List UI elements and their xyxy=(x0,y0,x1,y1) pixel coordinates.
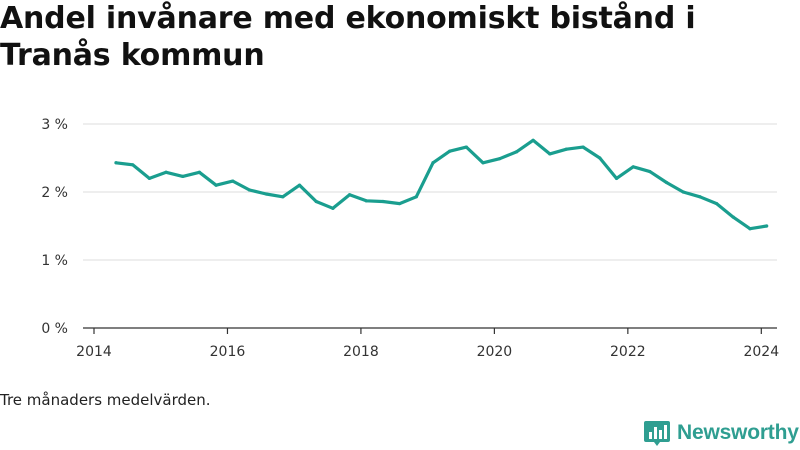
gridlines xyxy=(83,123,777,261)
data-point xyxy=(581,145,585,149)
data-point xyxy=(598,156,602,160)
data-point xyxy=(648,170,652,174)
x-tick-label: 2024 xyxy=(743,344,779,360)
chart-title: Andel invånare med ekonomiskt bistånd i … xyxy=(0,1,696,73)
data-point xyxy=(114,161,118,165)
data-point xyxy=(181,174,185,178)
data-point xyxy=(614,176,619,180)
data-point xyxy=(314,199,318,204)
series-layer xyxy=(114,138,769,231)
data-point xyxy=(131,163,135,167)
series-line xyxy=(114,138,769,231)
data-point xyxy=(531,138,535,142)
y-tick-label: 0 % xyxy=(41,321,68,337)
y-axis: 0 % 1 % 2 % 3 % xyxy=(41,117,68,337)
newsworthy-logo-icon xyxy=(644,421,670,446)
data-point xyxy=(414,195,418,199)
x-tick-label: 2014 xyxy=(76,344,112,360)
data-point xyxy=(331,206,335,210)
data-point xyxy=(214,183,218,187)
data-point xyxy=(498,157,502,161)
data-point xyxy=(698,195,702,199)
brand-logo[interactable]: Newsworthy xyxy=(643,418,799,448)
data-point xyxy=(264,192,268,196)
data-point xyxy=(514,150,519,154)
data-point xyxy=(431,161,435,165)
data-point xyxy=(765,224,769,228)
x-tick-label: 2016 xyxy=(210,344,246,360)
data-point xyxy=(714,201,719,206)
data-point xyxy=(347,193,352,197)
data-point xyxy=(231,179,235,183)
data-point xyxy=(247,188,252,192)
x-tick-label: 2022 xyxy=(610,344,646,360)
footnote: Tre månaders medelvärden. xyxy=(0,391,211,409)
data-point xyxy=(631,165,635,169)
data-point xyxy=(297,183,302,187)
y-tick-label: 1 % xyxy=(41,253,68,269)
data-point xyxy=(281,195,285,199)
data-point xyxy=(398,201,402,206)
data-point xyxy=(164,170,168,174)
data-point xyxy=(731,215,735,219)
y-tick-label: 3 % xyxy=(41,117,68,133)
data-point xyxy=(448,149,452,153)
y-tick-label: 2 % xyxy=(41,185,68,201)
data-point xyxy=(681,190,685,194)
data-point xyxy=(548,152,552,156)
data-point xyxy=(464,145,468,149)
data-point xyxy=(381,199,385,204)
data-point xyxy=(564,147,569,151)
x-tick-label: 2020 xyxy=(477,344,513,360)
x-axis-ticks: 2014 2016 2018 2020 2022 2024 xyxy=(76,328,779,360)
data-point xyxy=(147,176,151,180)
x-tick-label: 2018 xyxy=(343,344,379,360)
data-point xyxy=(481,161,485,165)
data-point xyxy=(664,180,669,185)
data-point xyxy=(748,227,752,231)
data-point xyxy=(197,170,202,174)
data-point xyxy=(364,199,368,203)
line-chart: 0 % 1 % 2 % 3 % 2014 2016 2018 2020 2022 2024 xyxy=(41,117,779,360)
brand-name: Newsworthy xyxy=(677,421,799,444)
